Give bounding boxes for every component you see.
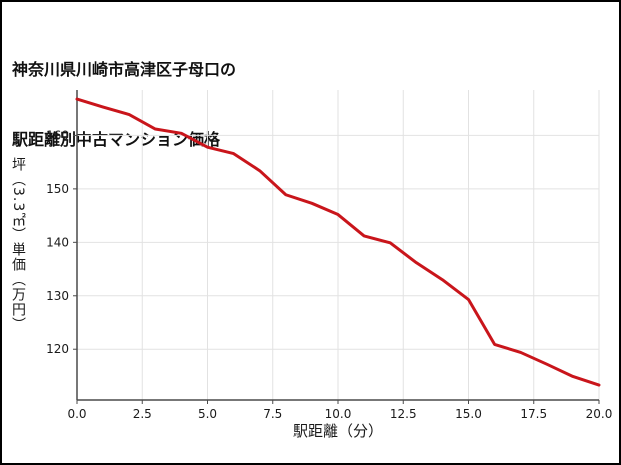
x-axis-label: 駅距離（分）	[292, 422, 383, 440]
y-axis-label-wrap: 坪（3.3㎡）単価（万円）	[8, 90, 28, 400]
x-tick-label: 12.5	[390, 407, 417, 421]
x-tick-label: 7.5	[263, 407, 282, 421]
chart-title: 神奈川県川崎市高津区子母口の 駅距離別中古マンション価格	[12, 12, 236, 198]
x-tick-label: 10.0	[325, 407, 352, 421]
y-tick-label: 130	[46, 289, 69, 303]
y-tick-label: 140	[46, 235, 69, 249]
price-line-series	[75, 97, 601, 387]
y-tick-label: 160	[46, 128, 69, 142]
chart-title-line1: 神奈川県川崎市高津区子母口の	[12, 60, 237, 80]
x-tick-label: 2.5	[133, 407, 152, 421]
y-axis-label: 坪（3.3㎡）単価（万円）	[10, 157, 26, 333]
x-tick-label: 20.0	[586, 407, 613, 421]
x-tick-label: 0.0	[67, 407, 86, 421]
x-tick-label: 15.0	[455, 407, 482, 421]
y-tick-label: 150	[46, 182, 69, 196]
x-tick-label: 17.5	[520, 407, 547, 421]
chart-title-line2: 駅距離別中古マンション価格	[12, 129, 221, 149]
y-tick-label: 120	[46, 342, 69, 356]
x-tick-label: 5.0	[198, 407, 217, 421]
